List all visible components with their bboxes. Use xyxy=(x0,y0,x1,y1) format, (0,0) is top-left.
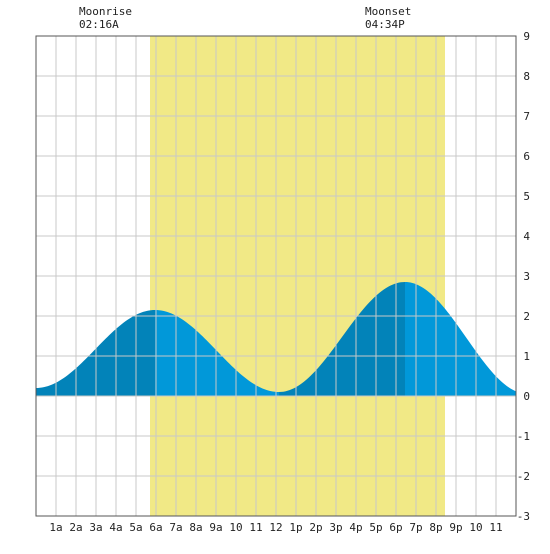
x-tick-label: 3a xyxy=(89,521,102,534)
x-tick-label: 5a xyxy=(129,521,142,534)
x-tick-label: 4p xyxy=(349,521,362,534)
x-tick-label: 11 xyxy=(249,521,262,534)
y-tick-label: 8 xyxy=(523,70,530,83)
x-tick-label: 3p xyxy=(329,521,342,534)
y-tick-label: 9 xyxy=(523,30,530,43)
y-tick-label: 1 xyxy=(523,350,530,363)
x-tick-label: 2a xyxy=(69,521,82,534)
moonset-time: 04:34P xyxy=(365,18,405,31)
x-tick-label: 8p xyxy=(429,521,442,534)
x-tick-label: 4a xyxy=(109,521,122,534)
y-tick-label: -3 xyxy=(517,510,530,523)
x-tick-label: 11 xyxy=(489,521,502,534)
x-tick-label: 1p xyxy=(289,521,302,534)
y-tick-label: -1 xyxy=(517,430,530,443)
x-tick-label: 10 xyxy=(469,521,482,534)
y-tick-label: 7 xyxy=(523,110,530,123)
x-tick-label: 6a xyxy=(149,521,162,534)
x-tick-label: 7p xyxy=(409,521,422,534)
y-tick-label: 6 xyxy=(523,150,530,163)
plot-frame xyxy=(35,35,517,517)
moonrise-label: Moonrise xyxy=(79,5,132,18)
x-tick-label: 10 xyxy=(229,521,242,534)
x-tick-label: 8a xyxy=(189,521,202,534)
x-tick-label: 9p xyxy=(449,521,462,534)
y-tick-label: 4 xyxy=(523,230,530,243)
y-tick-label: 0 xyxy=(523,390,530,403)
tide-segment-2 xyxy=(279,282,405,396)
x-tick-label: 9a xyxy=(209,521,222,534)
moonset-label: Moonset xyxy=(365,5,412,18)
y-tick-label: 5 xyxy=(523,190,530,203)
x-tick-label: 12 xyxy=(269,521,282,534)
y-tick-label: 3 xyxy=(523,270,530,283)
moonrise-time: 02:16A xyxy=(79,18,119,31)
x-tick-label: 7a xyxy=(169,521,182,534)
tide-segment-3 xyxy=(405,282,516,396)
y-tick-label: -2 xyxy=(517,470,530,483)
x-tick-label: 5p xyxy=(369,521,382,534)
x-tick-label: 2p xyxy=(309,521,322,534)
x-tick-label: 1a xyxy=(49,521,62,534)
tide-segment-1 xyxy=(155,310,279,396)
x-tick-label: 6p xyxy=(389,521,402,534)
y-tick-label: 2 xyxy=(523,310,530,323)
